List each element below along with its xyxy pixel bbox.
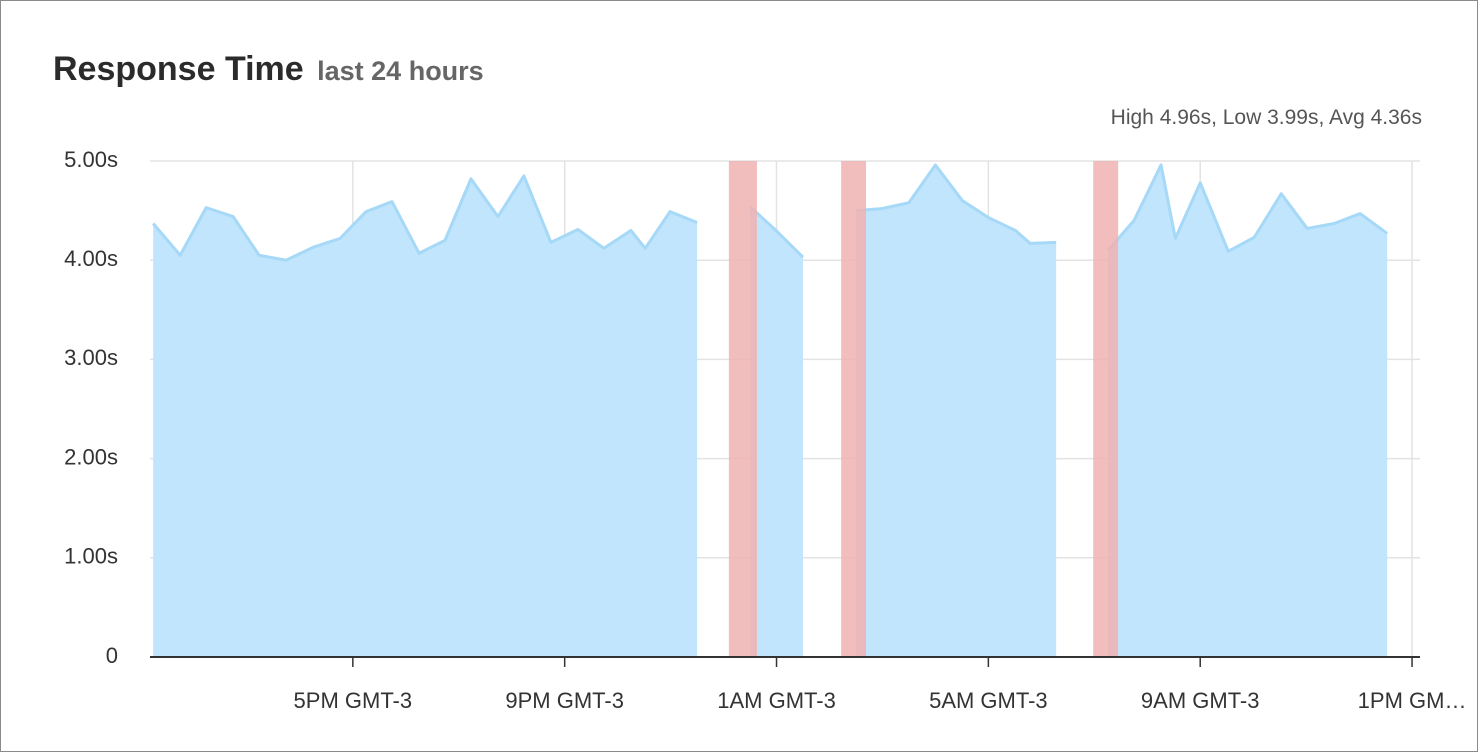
x-tick-label: 9AM GMT-3 [1141,688,1260,713]
x-tick-label: 5AM GMT-3 [929,688,1048,713]
title: Response Time [53,50,304,88]
x-tick-label: 9PM GMT-3 [505,688,624,713]
y-tick-label: 1.00s [64,544,118,569]
y-tick-label: 2.00s [64,444,118,469]
line [749,205,805,259]
area [855,164,1057,657]
x-tick-label: 1PM GM… [1358,688,1467,713]
area [153,175,698,657]
area [1108,164,1388,657]
x-tick-label: 1AM GMT-3 [717,688,836,713]
area [750,206,804,657]
x-tick-label: 5PM GMT-3 [294,688,413,713]
subtitle: last 24 hours [317,56,484,86]
y-tick-label: 3.00s [64,345,118,370]
line [855,163,1057,245]
y-tick-label: 5.00s [64,147,118,172]
incident-band [841,161,867,657]
incident-band [728,161,757,657]
panel-title: Response Time last 24 hours [53,50,484,89]
line [152,174,698,262]
incident-band [1093,161,1119,657]
stats: High 4.96s, Low 3.99s, Avg 4.36s [1110,106,1422,129]
line [1106,163,1389,253]
y-tick-label: 0 [106,643,118,668]
y-tick-label: 4.00s [64,246,118,271]
